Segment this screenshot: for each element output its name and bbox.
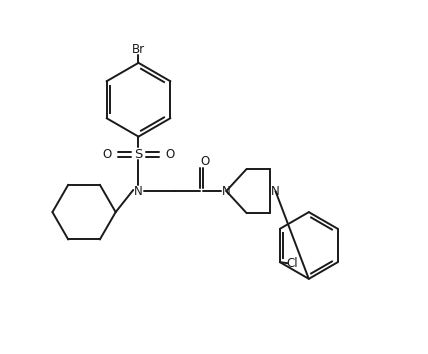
Text: Cl: Cl: [286, 257, 298, 270]
Text: S: S: [134, 148, 143, 161]
Text: O: O: [165, 148, 174, 161]
Text: N: N: [222, 184, 231, 198]
Text: O: O: [201, 155, 210, 168]
Text: Br: Br: [132, 43, 145, 56]
Text: N: N: [134, 184, 143, 198]
Text: N: N: [271, 184, 280, 198]
Text: O: O: [103, 148, 112, 161]
